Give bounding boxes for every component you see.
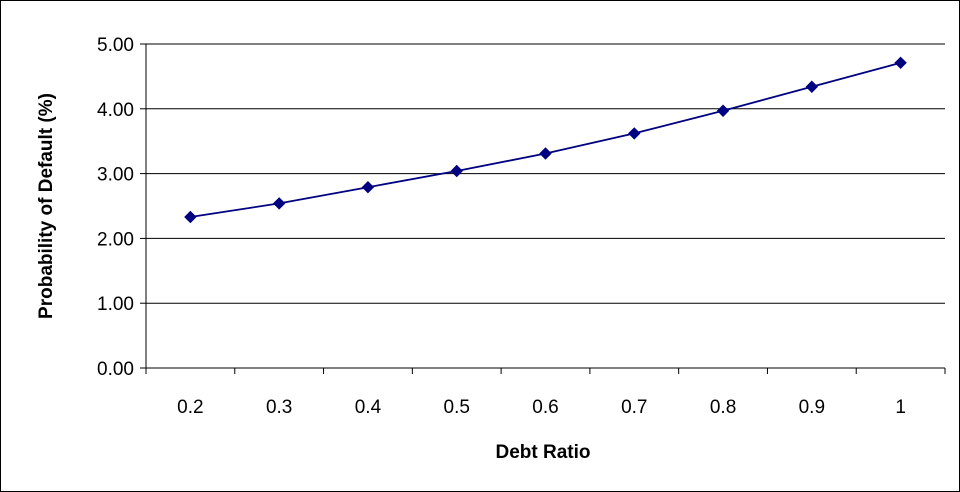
y-tick-label: 1.00: [97, 294, 134, 315]
y-axis-ticks: 0.00 1.00 2.00 3.00 4.00 5.00: [97, 35, 146, 380]
y-tick-label: 2.00: [97, 229, 134, 250]
x-tick-label: 1: [895, 397, 906, 418]
gridlines: [146, 43, 945, 304]
y-tick-label: 5.00: [97, 35, 134, 56]
x-tick-label: 0.2: [177, 397, 203, 418]
x-tick-label: 0.7: [621, 397, 647, 418]
series-line: [190, 61, 901, 218]
data-point-marker: [716, 104, 730, 117]
x-tick-label: 0.8: [710, 397, 736, 418]
data-point-marker: [628, 127, 641, 140]
x-axis-title: Debt Ratio: [496, 442, 591, 463]
data-point-marker: [450, 164, 463, 178]
y-tick-label: 0.00: [97, 359, 134, 380]
data-point-marker: [184, 210, 197, 224]
x-tick-label: 0.5: [444, 397, 470, 418]
data-point-marker: [894, 56, 907, 69]
x-axis-ticks: 0.2 0.3 0.4 0.5 0.6 0.7 0.8 0.9 1: [145, 368, 946, 418]
x-tick-label: 0.6: [532, 397, 558, 418]
axes: [145, 44, 945, 369]
data-point-marker: [805, 80, 819, 93]
data-point-marker: [539, 147, 552, 160]
series-layer: [184, 56, 907, 224]
x-tick-label: 0.4: [355, 397, 382, 418]
y-axis-title: Probability of Default (%): [36, 93, 57, 319]
data-point-marker: [361, 181, 375, 194]
y-tick-label: 4.00: [97, 100, 134, 121]
x-tick-label: 0.9: [799, 397, 825, 418]
y-tick-label: 3.00: [97, 165, 134, 186]
x-tick-label: 0.3: [266, 397, 292, 418]
data-point-marker: [272, 197, 286, 210]
